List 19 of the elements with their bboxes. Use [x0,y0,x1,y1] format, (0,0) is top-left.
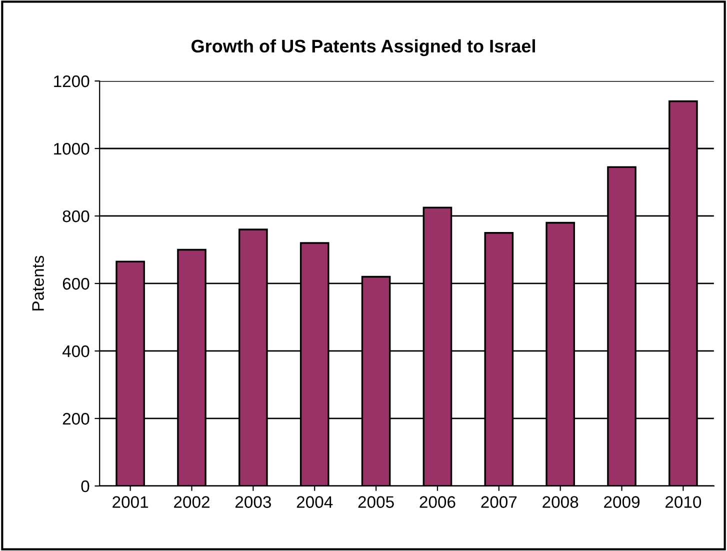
y-tick-label: 400 [62,345,90,358]
x-tick-label: 2010 [666,496,702,508]
x-tick-label: 2009 [604,496,640,508]
x-tick-label: 2002 [174,496,210,508]
y-tick-label: 200 [62,412,90,425]
x-tick-label: 2003 [235,496,271,508]
x-tick-label: 2001 [112,496,148,508]
x-tick-label: 2004 [296,496,333,508]
y-tick-label: 600 [62,278,90,290]
x-tick-label: 2005 [358,496,394,508]
y-tick-label: 800 [62,210,90,222]
x-tick-label: 2006 [420,496,456,508]
x-tick-label: 2008 [542,496,578,508]
x-tick-label: 2007 [481,496,517,508]
y-tick-label: 0 [81,480,90,492]
y-tick-label: 1200 [54,75,90,88]
chart-title: Growth of US Patents Assigned to Israel [192,39,535,56]
y-axis-title: Patents [32,256,44,310]
y-tick-label: 1000 [54,142,90,155]
